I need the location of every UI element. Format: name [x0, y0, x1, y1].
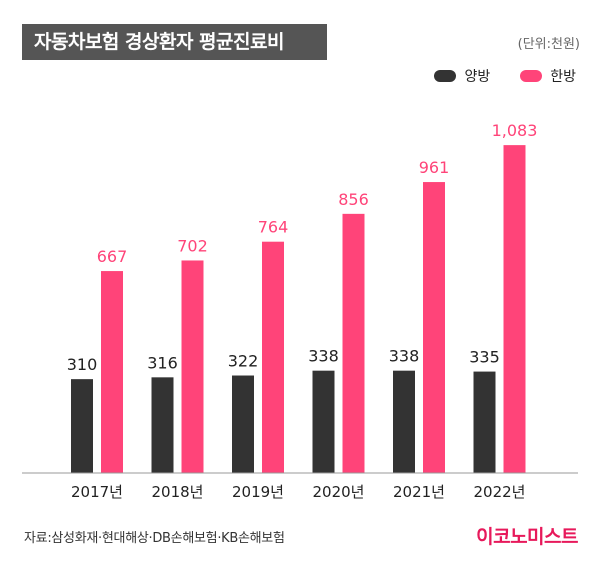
x-tick-label: 2021년	[393, 483, 445, 501]
legend-swatch-western	[434, 70, 457, 82]
data-label-western: 310	[67, 355, 98, 374]
data-label-western: 316	[147, 353, 178, 372]
data-label-korean: 702	[177, 236, 208, 255]
legend-item-korean: 한방	[520, 66, 576, 86]
bar-western	[312, 370, 335, 473]
x-tick-label: 2018년	[152, 483, 204, 501]
data-label-western: 335	[469, 348, 500, 367]
x-tick-label: 2020년	[313, 483, 365, 501]
x-tick-label: 2019년	[232, 483, 284, 501]
data-label-western: 338	[389, 347, 420, 366]
data-label-western: 322	[228, 352, 259, 371]
data-label-korean: 961	[419, 158, 450, 177]
x-tick-label: 2022년	[474, 483, 526, 501]
x-tick-label: 2017년	[71, 483, 123, 501]
bar-korean	[503, 145, 526, 473]
data-label-western: 338	[308, 347, 339, 366]
unit-label: (단위:천원)	[517, 37, 580, 52]
bar-korean	[342, 213, 365, 473]
legend-swatch-korean	[520, 70, 543, 82]
legend: 양방 한방	[434, 66, 576, 86]
bar-western	[473, 371, 496, 473]
bar-korean	[262, 241, 284, 473]
bar-korean	[423, 182, 445, 473]
chart-title: 자동차보험 경상환자 평균진료비	[22, 24, 327, 60]
data-label-korean: 667	[97, 247, 128, 266]
bar-western	[71, 379, 93, 473]
data-label-korean: 856	[338, 190, 369, 209]
bar-western	[232, 375, 254, 473]
bar-korean	[101, 271, 123, 473]
legend-label-korean: 한방	[550, 69, 576, 85]
bar-western	[393, 370, 415, 473]
legend-label-western: 양방	[464, 69, 491, 85]
data-label-korean: 764	[258, 218, 289, 237]
legend-item-western: 양방	[434, 66, 490, 86]
brand-logo: 이코노미스트	[476, 526, 578, 548]
data-label-korean: 1,083	[492, 121, 538, 140]
source-note: 자료:삼성화재·현대해상·DB손해보험·KB손해보험	[24, 531, 285, 546]
bar-western	[151, 377, 174, 473]
bar-korean	[181, 260, 204, 473]
